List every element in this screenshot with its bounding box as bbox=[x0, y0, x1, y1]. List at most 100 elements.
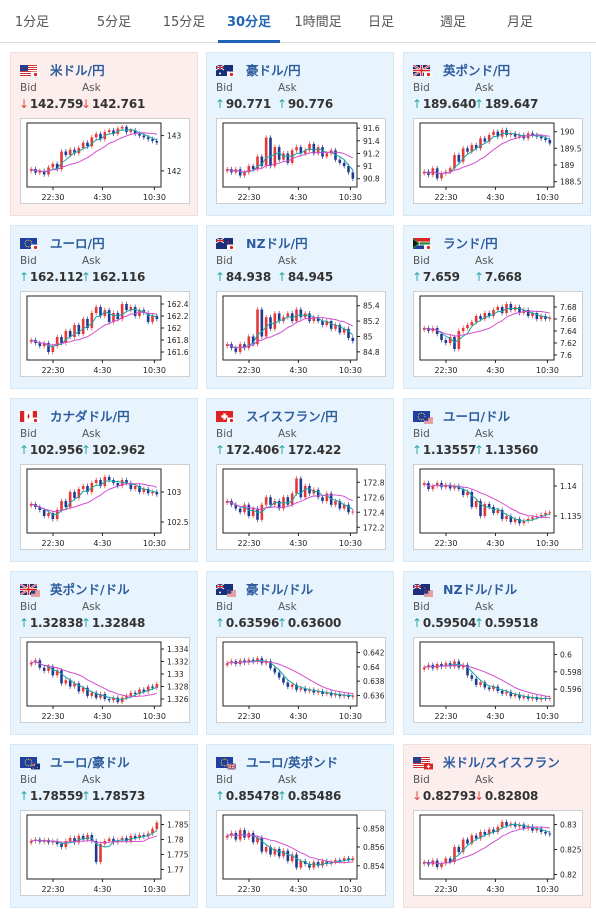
mini-chart[interactable]: 22:30 4:30 10:30 0.83 0.825 0.82 bbox=[413, 810, 583, 896]
rate-card[interactable]: カナダドル/円 Bid Ask ↑102.956 ↑102.962 22:30 4… bbox=[10, 398, 198, 562]
candle-body bbox=[81, 142, 85, 148]
pair-name[interactable]: ユーロ/英ポンド bbox=[246, 755, 339, 770]
rate-card[interactable]: NZドル/円 Bid Ask ↑84.938 ↑84.945 22:30 4:30… bbox=[206, 225, 394, 389]
candle-body bbox=[531, 313, 534, 316]
rate-card[interactable]: ユーロ/円 Bid Ask ↑162.112 ↑162.116 22:30 4:3… bbox=[10, 225, 198, 389]
rate-card[interactable]: 豪ドル/ドル Bid Ask ↑0.63596 ↑0.63600 22:30 4:… bbox=[206, 571, 394, 735]
candle-body bbox=[38, 343, 42, 346]
mini-chart[interactable]: 22:30 4:30 10:30 85.4 85.2 85 84.8 bbox=[216, 291, 386, 377]
candle-body bbox=[51, 346, 55, 352]
pair-name[interactable]: 豪ドル/円 bbox=[246, 63, 301, 78]
ask-label: Ask bbox=[475, 774, 494, 786]
tab-6[interactable]: 日足 bbox=[367, 15, 394, 30]
mini-chart[interactable]: 22:30 4:30 10:30 0.858 0.856 0.854 bbox=[216, 810, 386, 896]
mini-chart[interactable]: 22:30 4:30 10:30 91.6 91.4 91.2 91 90.8 bbox=[216, 118, 386, 204]
pair-title[interactable]: 英ポンド/ドル bbox=[20, 579, 130, 597]
y-tick-label: 7.66 bbox=[560, 315, 577, 324]
mini-chart[interactable]: 22:30 4:30 10:30 0.642 0.64 0.638 0.636 bbox=[216, 637, 386, 723]
flag-ch-icon bbox=[424, 763, 433, 770]
candle-body bbox=[299, 478, 303, 498]
candle-body bbox=[86, 486, 89, 492]
candle-body bbox=[138, 310, 141, 316]
candle-body bbox=[47, 513, 50, 516]
rate-card[interactable]: ランド/円 Bid Ask ↑7.659 ↑7.668 22:30 4:30 10:… bbox=[403, 225, 591, 389]
down-arrow-icon: ↓ bbox=[412, 789, 422, 803]
pair-name[interactable]: 英ポンド/ドル bbox=[50, 582, 130, 597]
pair-title[interactable]: 米ドル/円 bbox=[20, 60, 105, 78]
rate-card[interactable]: ユーロ/英ポンド Bid Ask ↑0.85478 ↑0.85486 22:30… bbox=[206, 744, 394, 908]
pair-title[interactable]: カナダドル/円 bbox=[20, 406, 130, 424]
mini-chart[interactable]: 22:30 4:30 10:30 1.334 1.332 1.33 1.328 1.326 bbox=[20, 637, 190, 723]
rate-card[interactable]: 米ドル/円 Bid Ask ↓142.759 ↓142.761 22:30 4:3… bbox=[10, 52, 198, 216]
pair-name[interactable]: ユーロ/豪ドル bbox=[50, 755, 130, 770]
pair-name[interactable]: 英ポンド/円 bbox=[443, 63, 511, 78]
pair-name[interactable]: ランド/円 bbox=[443, 236, 498, 251]
rate-card[interactable]: 豪ドル/円 Bid Ask ↑90.771 ↑90.776 22:30 4:30 1… bbox=[206, 52, 394, 216]
mini-chart[interactable]: 22:30 4:30 10:30 1.14 1.135 bbox=[413, 464, 583, 550]
pair-name[interactable]: ユーロ/ドル bbox=[443, 409, 511, 424]
candle-body bbox=[238, 169, 242, 176]
pair-title[interactable]: ユーロ/豪ドル bbox=[20, 752, 130, 770]
pair-name[interactable]: 豪ドル/ドル bbox=[246, 582, 314, 597]
bid-label: Bid bbox=[20, 428, 37, 440]
candle-body bbox=[60, 337, 63, 343]
candle-body bbox=[544, 513, 547, 515]
pair-title[interactable]: スイスフラン/円 bbox=[216, 406, 338, 424]
pair-name[interactable]: 米ドル/スイスフラン bbox=[443, 755, 560, 770]
pair-name[interactable]: 米ドル/円 bbox=[50, 63, 105, 78]
mini-chart[interactable]: 22:30 4:30 10:30 7.68 7.66 7.64 7.62 7.6 bbox=[413, 291, 583, 377]
rate-card[interactable]: NZドル/ドル Bid Ask ↑0.59504 ↑0.59518 22:30 4… bbox=[403, 571, 591, 735]
mini-chart[interactable]: 22:30 4:30 10:30 172.8 172.6 172.4 172.2 bbox=[216, 464, 386, 550]
candle-body bbox=[155, 684, 159, 688]
tab-3[interactable]: 15分足 bbox=[162, 15, 206, 30]
tab-4[interactable]: 30分足 bbox=[218, 0, 280, 43]
rate-card[interactable]: スイスフラン/円 Bid Ask ↑172.406 ↑172.422 22:30… bbox=[206, 398, 394, 562]
pair-name[interactable]: カナダドル/円 bbox=[50, 409, 130, 424]
candle-body bbox=[81, 835, 85, 840]
pair-title[interactable]: NZドル/ドル bbox=[413, 579, 517, 597]
candle-body bbox=[55, 670, 59, 676]
rate-card[interactable]: ユーロ/ドル Bid Ask ↑1.13557 ↑1.13560 22:30 4:… bbox=[403, 398, 591, 562]
rate-card[interactable]: 英ポンド/円 Bid Ask ↑189.640 ↑189.647 22:30 4:… bbox=[403, 52, 591, 216]
pair-title[interactable]: ランド/円 bbox=[413, 233, 498, 251]
pair-title[interactable]: NZドル/円 bbox=[216, 233, 308, 251]
pair-name[interactable]: スイスフラン/円 bbox=[246, 409, 338, 424]
pair-title[interactable]: ユーロ/ドル bbox=[413, 406, 510, 424]
rate-card[interactable]: 米ドル/スイスフラン Bid Ask ↓0.82793 ↓0.82808 22:… bbox=[403, 744, 591, 908]
pair-title[interactable]: 豪ドル/円 bbox=[216, 60, 301, 78]
candle-body bbox=[81, 319, 85, 334]
tab-8[interactable]: 月足 bbox=[506, 15, 533, 30]
pair-title[interactable]: 豪ドル/ドル bbox=[216, 579, 313, 597]
candle-body bbox=[461, 328, 465, 331]
y-tick-label: 91 bbox=[363, 162, 373, 171]
rate-card[interactable]: ユーロ/豪ドル Bid Ask ↑1.78559 ↑1.78573 22:30 4… bbox=[10, 744, 198, 908]
rate-card[interactable]: 英ポンド/ドル Bid Ask ↑1.32838 ↑1.32848 22:30 4… bbox=[10, 571, 198, 735]
pair-title[interactable]: 英ポンド/円 bbox=[413, 60, 510, 78]
y-tick-label: 0.82 bbox=[560, 871, 577, 880]
pair-title[interactable]: ユーロ/英ポンド bbox=[216, 752, 338, 770]
mini-chart[interactable]: 22:30 4:30 10:30 162.4 162.2 162 161.8 161.6 bbox=[20, 291, 190, 377]
candle-body bbox=[68, 492, 72, 507]
candle-body bbox=[526, 310, 530, 316]
tab-5[interactable]: 1時間足 bbox=[294, 15, 342, 30]
tab-2[interactable]: 5分足 bbox=[96, 15, 132, 30]
mini-chart[interactable]: 22:30 4:30 10:30 1.785 1.78 1.775 1.77 bbox=[20, 810, 190, 896]
tab-7[interactable]: 週足 bbox=[439, 15, 466, 30]
x-tick-label: 4:30 bbox=[93, 885, 111, 894]
mini-chart[interactable]: 22:30 4:30 10:30 0.6 0.598 0.596 bbox=[413, 637, 583, 723]
pair-title[interactable]: 米ドル/スイスフラン bbox=[413, 752, 560, 770]
mini-chart[interactable]: 22:30 4:30 10:30 190 189.5 189 188.5 bbox=[413, 118, 583, 204]
candle-body bbox=[225, 169, 229, 172]
candle-body bbox=[422, 171, 426, 174]
tab-1[interactable]: 1分足 bbox=[14, 15, 50, 30]
ask-value: ↑1.13560 bbox=[474, 443, 539, 457]
pair-name[interactable]: ユーロ/円 bbox=[50, 236, 105, 251]
candlestick-chart: 22:30 4:30 10:30 1.334 1.332 1.33 1.328 1.326 bbox=[26, 641, 189, 721]
pair-title[interactable]: ユーロ/円 bbox=[20, 233, 105, 251]
pair-name[interactable]: NZドル/ドル bbox=[443, 582, 518, 597]
candle-body bbox=[483, 313, 487, 319]
pair-name[interactable]: NZドル/円 bbox=[246, 236, 308, 251]
mini-chart[interactable]: 22:30 4:30 10:30 103 102.5 bbox=[20, 464, 190, 550]
mini-chart[interactable]: 22:30 4:30 10:30 143 142 bbox=[20, 118, 190, 204]
flag-ch-icon bbox=[216, 411, 233, 422]
